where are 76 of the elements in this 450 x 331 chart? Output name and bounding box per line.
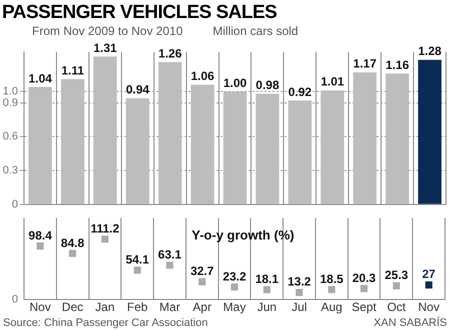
data-label: 18.1 [255, 272, 279, 286]
data-label: 0.98 [256, 78, 280, 92]
x-tick-label: Mar [159, 300, 180, 314]
data-label: 27 [422, 267, 436, 282]
bar [158, 62, 182, 204]
source-note: Source: China Passenger Car Association [3, 316, 208, 330]
data-label: 23.2 [222, 269, 246, 284]
data-label: 20.3 [352, 270, 376, 285]
bar [61, 79, 84, 204]
data-label: 1.17 [353, 56, 377, 71]
data-label: 84.8 [60, 236, 85, 250]
bar [386, 73, 409, 204]
x-tick-label: Aug [320, 300, 342, 314]
point [425, 281, 432, 288]
bar [223, 92, 247, 204]
data-label: 1.06 [190, 69, 215, 84]
y-tick-label: 0.9 [2, 96, 18, 109]
data-label: 1.01 [320, 74, 344, 89]
x-tick-label: Apr [192, 300, 212, 314]
bar [418, 60, 442, 204]
point [296, 288, 303, 296]
point [166, 262, 174, 269]
x-tick-label: Oct [387, 300, 406, 314]
point [392, 282, 400, 290]
data-label: 0.92 [288, 84, 312, 99]
chart-title: PASSENGER VEHICLES SALES [2, 2, 278, 24]
point [69, 250, 76, 258]
point [134, 266, 141, 274]
x-tick-label: Nov [30, 300, 51, 314]
data-label: 1.16 [386, 58, 410, 72]
data-label: 1.28 [418, 44, 442, 58]
bar [190, 84, 214, 204]
data-label: 54.1 [126, 252, 150, 266]
y-tick-label: 0.6 [2, 130, 18, 143]
data-label: 25.3 [384, 268, 408, 282]
bar [256, 94, 280, 204]
x-tick-label: Nov [418, 300, 440, 314]
data-label: 1.26 [158, 46, 182, 60]
x-tick-label: Jun [257, 300, 277, 314]
y-tick-label: 0.3 [2, 164, 18, 177]
data-label: 18.5 [320, 272, 344, 286]
bar [28, 86, 52, 204]
data-label: 1.31 [93, 40, 118, 55]
point [360, 285, 368, 292]
point [198, 278, 206, 286]
point [230, 283, 238, 291]
data-label: 13.2 [288, 274, 312, 289]
data-label: 98.4 [28, 228, 52, 242]
bar [288, 100, 312, 204]
bar [126, 98, 150, 204]
bar [353, 72, 377, 204]
data-label: 32.7 [190, 264, 214, 278]
chart-subtitle: From Nov 2009 to Nov 2010 [32, 24, 183, 38]
x-tick-label: May [223, 300, 246, 314]
point [263, 286, 270, 294]
x-tick-label: Jul [292, 300, 307, 314]
text: XAN SABARÍS [374, 316, 447, 330]
y-axis-title: Million cars sold [212, 24, 298, 38]
x-tick-label: Jan [95, 300, 115, 314]
data-label: 111.2 [90, 221, 120, 236]
point [328, 286, 336, 294]
chart-title: Y-o-y growth (%) [192, 228, 294, 243]
x-tick-label: Feb [127, 300, 148, 314]
data-label: 1.04 [28, 71, 52, 86]
y-tick-label: 0 [12, 198, 18, 210]
bar [320, 90, 344, 204]
x-tick-label: Dec [62, 300, 84, 314]
bar [93, 56, 117, 204]
point [101, 236, 108, 243]
y-tick-label: 1.0 [2, 86, 18, 98]
data-label: 63.1 [158, 248, 182, 262]
data-label: 0.94 [126, 82, 150, 97]
x-tick-label: Sept [352, 300, 378, 314]
data-label: 1.11 [61, 63, 84, 78]
point [36, 242, 44, 250]
data-label: 1.00 [223, 76, 247, 90]
